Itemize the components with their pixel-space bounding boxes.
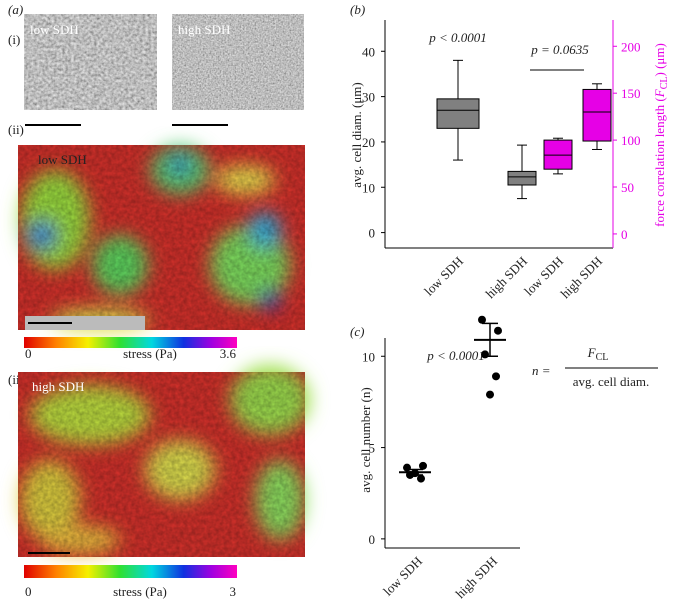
colorbar-max: 3.6	[220, 346, 237, 361]
map-label: low SDH	[38, 152, 87, 167]
y-tick-label: 30	[362, 90, 375, 105]
label-part: ) (μm)	[652, 43, 667, 76]
sub-label: (ii)	[8, 122, 24, 137]
y-tick-label: 5	[369, 441, 376, 456]
y2-tick-label: 0	[621, 227, 628, 242]
y-tick-label: 20	[362, 135, 375, 150]
image-label: high SDH	[178, 22, 230, 37]
y2-tick-label: 100	[621, 133, 641, 148]
colorbar-min: 0	[25, 584, 32, 599]
data-point	[478, 315, 486, 324]
label-part: CL	[659, 77, 670, 90]
label-part: F	[652, 88, 667, 98]
box	[582, 88, 612, 142]
y-tick-label: 0	[369, 226, 376, 241]
panel-a: (a) (i) low SDH high SDH (ii) low SDH 0 …	[8, 2, 310, 599]
micrograph	[24, 14, 157, 110]
y2-tick-label: 150	[621, 86, 641, 101]
y-tick-label: 10	[362, 180, 375, 195]
data-point	[492, 372, 500, 381]
box	[436, 98, 480, 129]
x-tick-label: low SDH	[380, 554, 425, 599]
colorbar-min: 0	[25, 346, 32, 361]
box	[507, 170, 537, 186]
y2-tick-label: 200	[621, 39, 641, 54]
panel-label: (a)	[8, 2, 23, 17]
colorbar-title: stress (Pa)	[113, 584, 167, 599]
colorbar-max: 3	[230, 584, 237, 599]
panel-label: (c)	[350, 324, 364, 339]
colorbar	[24, 337, 237, 348]
y-tick-label: 40	[362, 44, 375, 59]
stress-map	[18, 145, 305, 332]
label-part: force correlation length (	[652, 97, 667, 227]
data-point	[403, 463, 411, 472]
data-point	[486, 390, 494, 399]
y2-axis-label: force correlation length (FCL) (μm)	[652, 43, 670, 227]
colorbar-title: stress (Pa)	[123, 346, 177, 361]
y2-tick-label: 50	[621, 180, 634, 195]
annotation: p = 0.0635	[530, 42, 589, 57]
y-axis-label: avg. cell number (n)	[358, 387, 373, 492]
formula-num: FCL	[587, 345, 609, 363]
data-point	[419, 461, 427, 470]
y-tick-label: 0	[369, 532, 376, 547]
label-part: F	[587, 345, 597, 360]
x-tick-label: high SDH	[452, 554, 500, 602]
colorbar	[24, 565, 237, 578]
label-part: CL	[596, 352, 609, 363]
annotation: p < 0.0001	[426, 348, 485, 363]
data-point	[494, 326, 502, 335]
image-label: low SDH	[30, 22, 79, 37]
x-tick-label: high SDH	[482, 254, 530, 302]
panel-label: (b)	[350, 2, 365, 17]
map-label: high SDH	[32, 379, 84, 394]
data-point	[417, 474, 425, 483]
formula-den: avg. cell diam.	[573, 374, 650, 389]
y-axis-label: avg. cell diam. (μm)	[349, 82, 364, 188]
y-tick-label: 10	[362, 349, 375, 364]
sub-label: (i)	[8, 32, 20, 47]
x-tick-label: high SDH	[557, 254, 605, 302]
micrograph	[172, 14, 304, 110]
annotation: p < 0.0001	[428, 30, 487, 45]
stress-map	[18, 365, 310, 557]
data-point	[481, 350, 489, 359]
formula-lhs: n =	[532, 363, 551, 378]
x-tick-label: low SDH	[421, 254, 466, 299]
